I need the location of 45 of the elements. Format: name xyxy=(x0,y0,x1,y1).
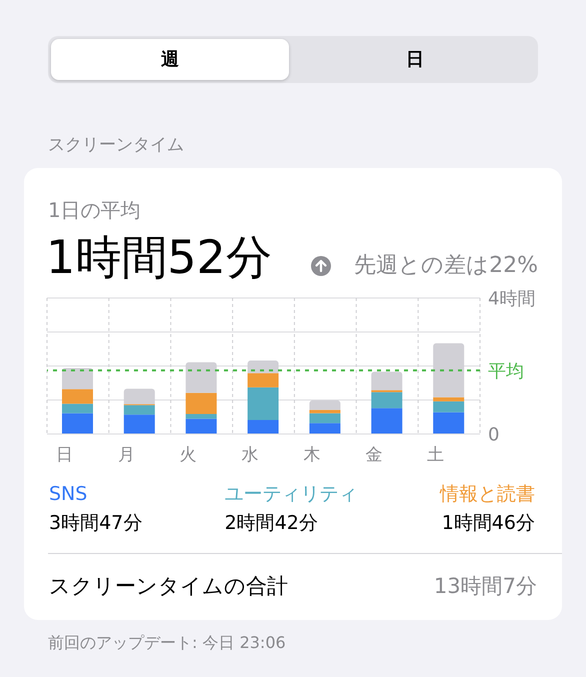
text: 3時間47分 xyxy=(49,512,142,534)
bar xyxy=(433,401,464,412)
x-tick-label: 日 xyxy=(56,445,73,465)
bar xyxy=(62,404,93,414)
bar xyxy=(124,414,155,434)
chart-title: スクリーンタイム xyxy=(48,135,184,156)
text: 2時間42分 xyxy=(224,512,318,534)
text: 1時間52分 xyxy=(46,230,272,284)
bar xyxy=(248,420,279,434)
text: 日 xyxy=(406,49,424,70)
bar xyxy=(309,410,340,414)
text: SNS xyxy=(49,483,88,505)
bar xyxy=(371,408,402,434)
bar xyxy=(186,392,217,414)
ref-line-label: 平均 xyxy=(488,360,524,382)
text: ユーティリティ xyxy=(224,483,358,505)
text: 情報と読書 xyxy=(440,483,535,505)
bar xyxy=(248,387,279,420)
x-tick-label: 土 xyxy=(427,445,444,465)
text: 先週との差は22% xyxy=(354,252,538,278)
text: 前回のアップデート: 今日 23:06 xyxy=(48,632,286,652)
x-tick-label: 木 xyxy=(303,445,320,465)
bar xyxy=(124,405,155,415)
bar xyxy=(371,392,402,408)
x-tick-label: 金 xyxy=(365,445,382,465)
text: 13時間7分 xyxy=(434,574,537,598)
bar xyxy=(433,397,464,402)
chart-subtitle: 1日の平均 xyxy=(48,198,141,222)
bar xyxy=(186,414,217,419)
bar xyxy=(309,423,340,434)
text: 1時間46分 xyxy=(442,512,535,534)
x-tick-label: 水 xyxy=(242,445,259,465)
bar xyxy=(62,413,93,434)
bar xyxy=(62,389,93,404)
bar xyxy=(371,372,402,390)
bar xyxy=(186,418,217,434)
bar xyxy=(433,412,464,434)
y-tick-label: 0 xyxy=(488,424,500,446)
x-tick-label: 火 xyxy=(180,445,197,465)
x-tick-label: 月 xyxy=(118,445,135,465)
y-tick-label: 4時間 xyxy=(488,288,536,310)
bar xyxy=(309,413,340,424)
text: 週 xyxy=(161,49,179,70)
bar xyxy=(248,373,279,388)
text: スクリーンタイムの合計 xyxy=(49,574,288,598)
